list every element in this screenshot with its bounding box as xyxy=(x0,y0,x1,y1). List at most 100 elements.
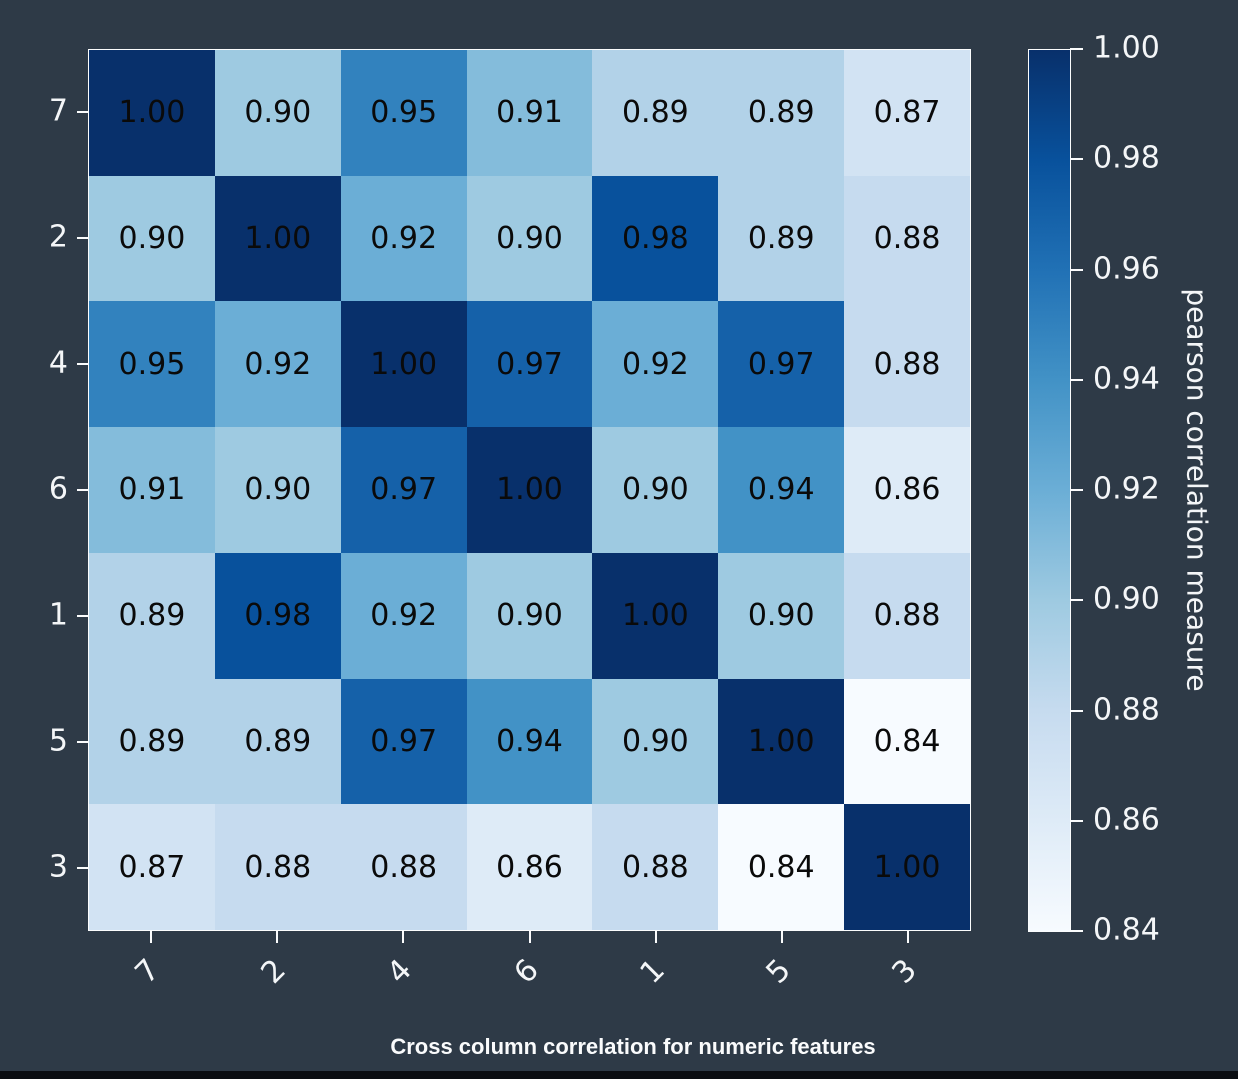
heatmap-cell-value: 0.89 xyxy=(747,95,815,131)
heatmap-cell: 0.88 xyxy=(592,804,719,930)
y-axis-tick-label: 7 xyxy=(48,93,68,129)
heatmap-cell-value: 0.97 xyxy=(370,472,438,508)
heatmap-cell: 1.00 xyxy=(89,50,215,176)
x-axis-tick xyxy=(150,931,153,943)
heatmap-cell-value: 0.87 xyxy=(118,849,186,885)
heatmap-cell: 0.90 xyxy=(466,552,593,679)
heatmap-cell-value: 0.90 xyxy=(621,723,689,759)
heatmap-cell-value: 1.00 xyxy=(747,723,815,759)
heatmap-cell-value: 0.91 xyxy=(118,472,186,508)
heatmap-cell-value: 1.00 xyxy=(370,346,438,382)
x-axis-tick xyxy=(654,931,657,943)
heatmap-cell: 0.88 xyxy=(214,804,341,930)
heatmap-cell-value: 0.89 xyxy=(621,95,689,131)
heatmap-cell: 0.89 xyxy=(718,50,845,176)
heatmap-cell-value: 0.87 xyxy=(873,95,941,131)
heatmap-cell-value: 1.00 xyxy=(873,849,941,885)
x-axis-tick xyxy=(276,931,279,943)
heatmap-cell-value: 1.00 xyxy=(621,598,689,634)
heatmap-cell: 0.90 xyxy=(592,678,719,805)
heatmap-cell: 0.88 xyxy=(844,175,970,302)
heatmap-cell-value: 1.00 xyxy=(118,95,186,131)
x-axis-tick-label: 7 xyxy=(128,952,167,991)
heatmap-cell-value: 0.89 xyxy=(118,723,186,759)
heatmap-cell-value: 0.90 xyxy=(244,472,312,508)
heatmap-cell-value: 0.89 xyxy=(747,221,815,257)
colorbar-axis-label: pearson correlation measure xyxy=(1180,288,1214,692)
y-axis-tick-label: 1 xyxy=(48,597,68,633)
x-axis-tick-label: 3 xyxy=(885,952,924,991)
x-axis-tick xyxy=(906,931,909,943)
heatmap-cell: 0.87 xyxy=(844,50,970,176)
chart-title: Cross column correlation for numeric fea… xyxy=(390,1034,876,1059)
colorbar-tick xyxy=(1070,489,1083,491)
y-axis-tick-label: 4 xyxy=(48,345,68,381)
colorbar-tick-label: 0.88 xyxy=(1093,691,1160,727)
x-axis-tick-label: 4 xyxy=(380,952,420,991)
heatmap-cell: 0.84 xyxy=(718,804,845,930)
heatmap-cell: 1.00 xyxy=(718,678,845,805)
heatmap-cell-value: 0.90 xyxy=(118,221,186,257)
heatmap-cell-value: 0.84 xyxy=(747,849,815,885)
heatmap-cell: 1.00 xyxy=(214,175,341,302)
colorbar-tick xyxy=(1070,709,1083,712)
heatmap-cell-value: 0.88 xyxy=(370,849,438,885)
heatmap-cell: 0.89 xyxy=(214,678,341,805)
heatmap-cell-value: 0.94 xyxy=(496,723,563,759)
heatmap-cell-value: 0.95 xyxy=(370,95,438,131)
heatmap-cell-value: 0.89 xyxy=(118,598,186,634)
heatmap-cell: 0.86 xyxy=(844,427,970,553)
heatmap-plot-area: 1.00 0.90 0.95 0.91 0.89 0.89 0.87 0.90 1.00 0.92… xyxy=(88,49,971,931)
heatmap-cell: 0.90 xyxy=(718,552,845,679)
heatmap-cell-value: 0.98 xyxy=(244,598,312,634)
y-axis-tick xyxy=(77,741,88,743)
heatmap-cell: 0.87 xyxy=(89,804,215,930)
y-axis-tick xyxy=(77,867,88,869)
y-axis-tick-label: 3 xyxy=(48,849,68,885)
y-axis-tick xyxy=(77,237,88,239)
colorbar-tick-label: 0.94 xyxy=(1093,361,1160,397)
heatmap-cell: 0.97 xyxy=(340,678,467,805)
colorbar-tick-label: 0.96 xyxy=(1093,250,1160,286)
y-axis-tick xyxy=(77,363,88,365)
colorbar-tick xyxy=(1070,48,1083,50)
heatmap-cell-value: 0.88 xyxy=(873,221,941,257)
y-axis-tick-label: 2 xyxy=(48,219,68,255)
colorbar-tick-label: 0.90 xyxy=(1093,581,1160,617)
heatmap-cell: 0.92 xyxy=(214,301,341,428)
colorbar-tick-label: 0.98 xyxy=(1093,140,1160,176)
heatmap-cell: 0.90 xyxy=(466,175,593,302)
x-axis-tick-label: 6 xyxy=(507,952,546,991)
heatmap-cell: 0.89 xyxy=(89,552,215,679)
heatmap-cell: 0.94 xyxy=(718,427,845,553)
heatmap-cell: 0.84 xyxy=(844,678,970,805)
heatmap-cell: 0.89 xyxy=(718,175,845,302)
y-axis-tick xyxy=(77,489,88,491)
heatmap-cell: 1.00 xyxy=(466,427,593,553)
heatmap-cell-value: 0.88 xyxy=(244,849,312,885)
heatmap-cell-value: 0.97 xyxy=(370,723,438,759)
colorbar-tick-label: 1.00 xyxy=(1093,30,1160,66)
colorbar-tick xyxy=(1070,930,1083,932)
heatmap-cell: 0.88 xyxy=(844,552,970,679)
x-axis-tick-label: 5 xyxy=(759,952,798,991)
heatmap-cell: 0.88 xyxy=(340,804,467,930)
heatmap-cell-value: 0.94 xyxy=(747,472,815,508)
heatmap-cell: 0.90 xyxy=(592,427,719,553)
heatmap-cell-value: 0.90 xyxy=(747,598,815,634)
heatmap-cell: 0.95 xyxy=(89,301,215,428)
heatmap-cell: 0.97 xyxy=(718,301,845,428)
heatmap-cell-value: 0.86 xyxy=(496,849,563,885)
y-axis-tick xyxy=(77,111,88,113)
heatmap-cell-value: 0.90 xyxy=(496,221,563,257)
heatmap-cell-value: 0.84 xyxy=(873,723,941,759)
heatmap-cell-value: 0.95 xyxy=(118,346,186,382)
heatmap-cell: 1.00 xyxy=(592,552,719,679)
heatmap-cell: 0.90 xyxy=(214,50,341,176)
heatmap-cell-value: 0.92 xyxy=(370,221,438,257)
colorbar-tick xyxy=(1070,378,1083,381)
y-axis-tick xyxy=(77,615,88,617)
heatmap-cell: 0.98 xyxy=(214,552,341,679)
heatmap-cell: 0.89 xyxy=(592,50,719,176)
